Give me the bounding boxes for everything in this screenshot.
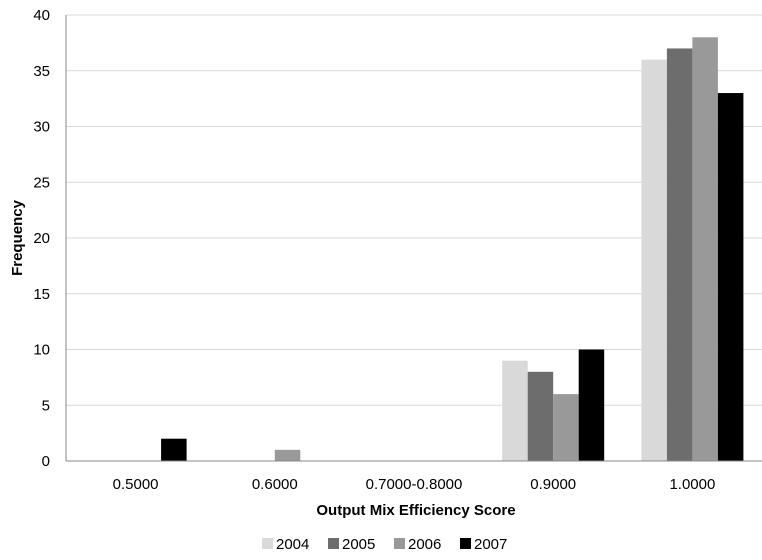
x-tick-label: 0.5000 [113,476,159,493]
legend-label: 2004 [276,536,309,553]
bar-2007-1.0000 [717,93,744,462]
y-tick-label: 15 [33,286,50,303]
x-tick-label: 0.7000-0.8000 [366,476,463,493]
bar-2004-1.0000 [641,59,667,461]
y-tick-labels: 0 5 10 15 20 25 30 35 40 [33,7,50,470]
legend-swatch [262,538,273,549]
x-tick-label: 0.6000 [252,476,298,493]
y-tick-label: 25 [33,174,50,191]
legend-label: 2007 [474,536,507,553]
gridlines [66,14,762,406]
y-tick-label: 0 [42,453,50,470]
x-tick-label: 1.0000 [669,476,715,493]
x-axis-title: Output Mix Efficiency Score [316,502,515,519]
y-tick-label: 5 [42,397,50,414]
legend-swatch [460,538,471,549]
y-tick-label: 40 [33,7,50,24]
bar-2006-0.6000 [274,449,301,461]
legend-swatch [394,538,405,549]
x-tick-labels: 0.5000 0.6000 0.7000-0.8000 0.9000 1.0000 [113,476,716,493]
legend-label: 2005 [342,536,375,553]
bars [161,37,744,462]
y-axis-title: Frequency [9,199,26,276]
y-tick-label: 20 [33,230,50,247]
y-tick-label: 10 [33,342,50,359]
bar-2006-1.0000 [692,37,718,462]
bar-2004-0.9000 [502,360,528,461]
legend-label: 2006 [408,536,441,553]
legend: 2004 2005 2006 2007 [262,536,507,553]
y-tick-label: 30 [33,119,50,136]
bar-2007-0.5000 [161,438,187,461]
bar-2006-0.9000 [553,394,579,461]
bar-2007-0.9000 [578,349,605,461]
bar-2005-0.9000 [527,371,554,461]
legend-swatch [328,538,339,549]
bar-2005-1.0000 [666,48,693,461]
y-tick-label: 35 [33,63,50,80]
x-tick-label: 0.9000 [530,476,576,493]
